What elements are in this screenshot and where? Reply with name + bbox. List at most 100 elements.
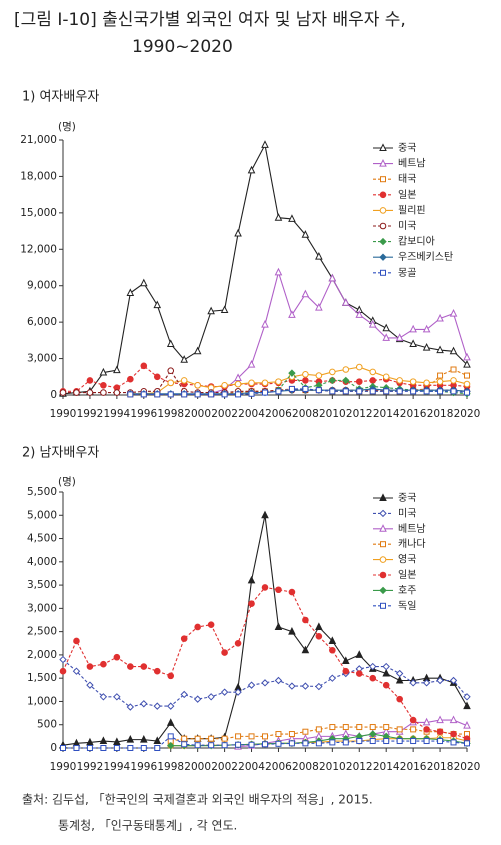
marker — [99, 736, 108, 745]
legend-marker — [379, 158, 387, 167]
x-tick-label: 2000 — [184, 408, 211, 420]
series-line — [210, 270, 468, 394]
marker — [369, 738, 376, 745]
y-tick-label: 12,000 — [20, 243, 57, 255]
marker — [463, 721, 471, 729]
marker — [355, 363, 363, 371]
marker — [234, 380, 242, 388]
marker — [181, 391, 188, 398]
legend-label: 미국 — [398, 507, 416, 519]
marker — [73, 745, 80, 751]
y-unit: (명) — [58, 476, 76, 488]
marker — [221, 649, 228, 656]
marker — [422, 679, 431, 687]
marker — [436, 345, 444, 354]
marker — [235, 733, 242, 740]
y-tick-label: 1,000 — [27, 695, 57, 707]
marker — [59, 667, 67, 675]
x-tick-label: 2010 — [319, 761, 346, 773]
section-title: 1) 여자배우자 — [22, 90, 99, 105]
marker — [167, 702, 175, 710]
marker — [193, 346, 202, 355]
marker — [369, 662, 377, 671]
marker — [261, 679, 269, 687]
marker — [383, 738, 390, 745]
marker — [100, 660, 107, 668]
marker — [302, 377, 309, 384]
marker — [181, 735, 188, 742]
marker — [409, 339, 417, 347]
legend-label: 호주 — [398, 584, 416, 596]
marker — [463, 360, 471, 368]
legend-label: 중국 — [398, 492, 416, 504]
marker — [140, 745, 147, 751]
marker — [100, 745, 107, 751]
marker — [127, 375, 134, 383]
marker — [154, 391, 161, 398]
x-tick-label: 2002 — [211, 408, 238, 420]
y-tick-label: 15,000 — [20, 207, 57, 219]
legend-label: 독일 — [398, 600, 416, 612]
marker — [395, 669, 404, 678]
legend-label: 영국 — [398, 554, 416, 566]
marker — [423, 388, 430, 395]
marker — [382, 681, 390, 689]
marker — [396, 388, 403, 395]
marker — [208, 742, 215, 749]
marker — [369, 388, 376, 395]
marker — [382, 662, 390, 671]
marker — [100, 389, 107, 396]
marker — [464, 389, 470, 396]
x-tick-label: 1998 — [157, 761, 184, 773]
marker — [315, 622, 323, 630]
x-tick-label: 2004 — [238, 761, 265, 773]
marker — [315, 682, 323, 691]
marker — [127, 745, 134, 751]
marker — [383, 724, 390, 731]
marker — [234, 639, 242, 647]
x-tick-label: 2012 — [346, 761, 373, 773]
marker — [208, 735, 215, 742]
marker — [301, 682, 310, 690]
marker — [167, 391, 174, 398]
marker — [275, 586, 282, 594]
marker — [342, 366, 350, 373]
marker — [422, 324, 431, 333]
marker — [315, 726, 322, 733]
legend-label: 캄보디아 — [398, 236, 435, 248]
x-tick-label: 1994 — [103, 408, 130, 420]
marker — [342, 739, 349, 746]
y-tick-label: 1,500 — [27, 672, 57, 684]
marker — [355, 310, 364, 318]
marker — [449, 346, 458, 355]
marker — [436, 728, 444, 736]
x-tick-label: 2006 — [265, 761, 292, 773]
marker — [207, 306, 215, 315]
y-tick-label: 3,000 — [27, 602, 57, 614]
marker — [153, 702, 161, 710]
marker — [315, 302, 323, 311]
legend-marker — [379, 493, 387, 501]
marker — [221, 742, 228, 749]
x-tick-label: 2002 — [211, 761, 238, 773]
x-tick-label: 2006 — [265, 408, 292, 420]
marker — [355, 650, 364, 658]
marker — [126, 288, 135, 296]
marker — [436, 313, 444, 322]
marker — [395, 333, 404, 341]
x-tick-label: 2008 — [292, 761, 319, 773]
marker — [100, 381, 107, 389]
marker — [315, 387, 322, 394]
marker — [248, 741, 255, 748]
legend-label: 몽골 — [398, 267, 416, 279]
marker — [86, 681, 94, 689]
marker — [247, 360, 256, 368]
marker — [409, 324, 417, 333]
legend-label: 우즈베키스탄 — [398, 251, 453, 263]
marker — [86, 745, 93, 751]
marker — [437, 388, 444, 395]
marker — [261, 140, 269, 148]
marker — [450, 739, 457, 746]
marker — [329, 724, 336, 731]
legend-label: 미국 — [398, 220, 416, 232]
